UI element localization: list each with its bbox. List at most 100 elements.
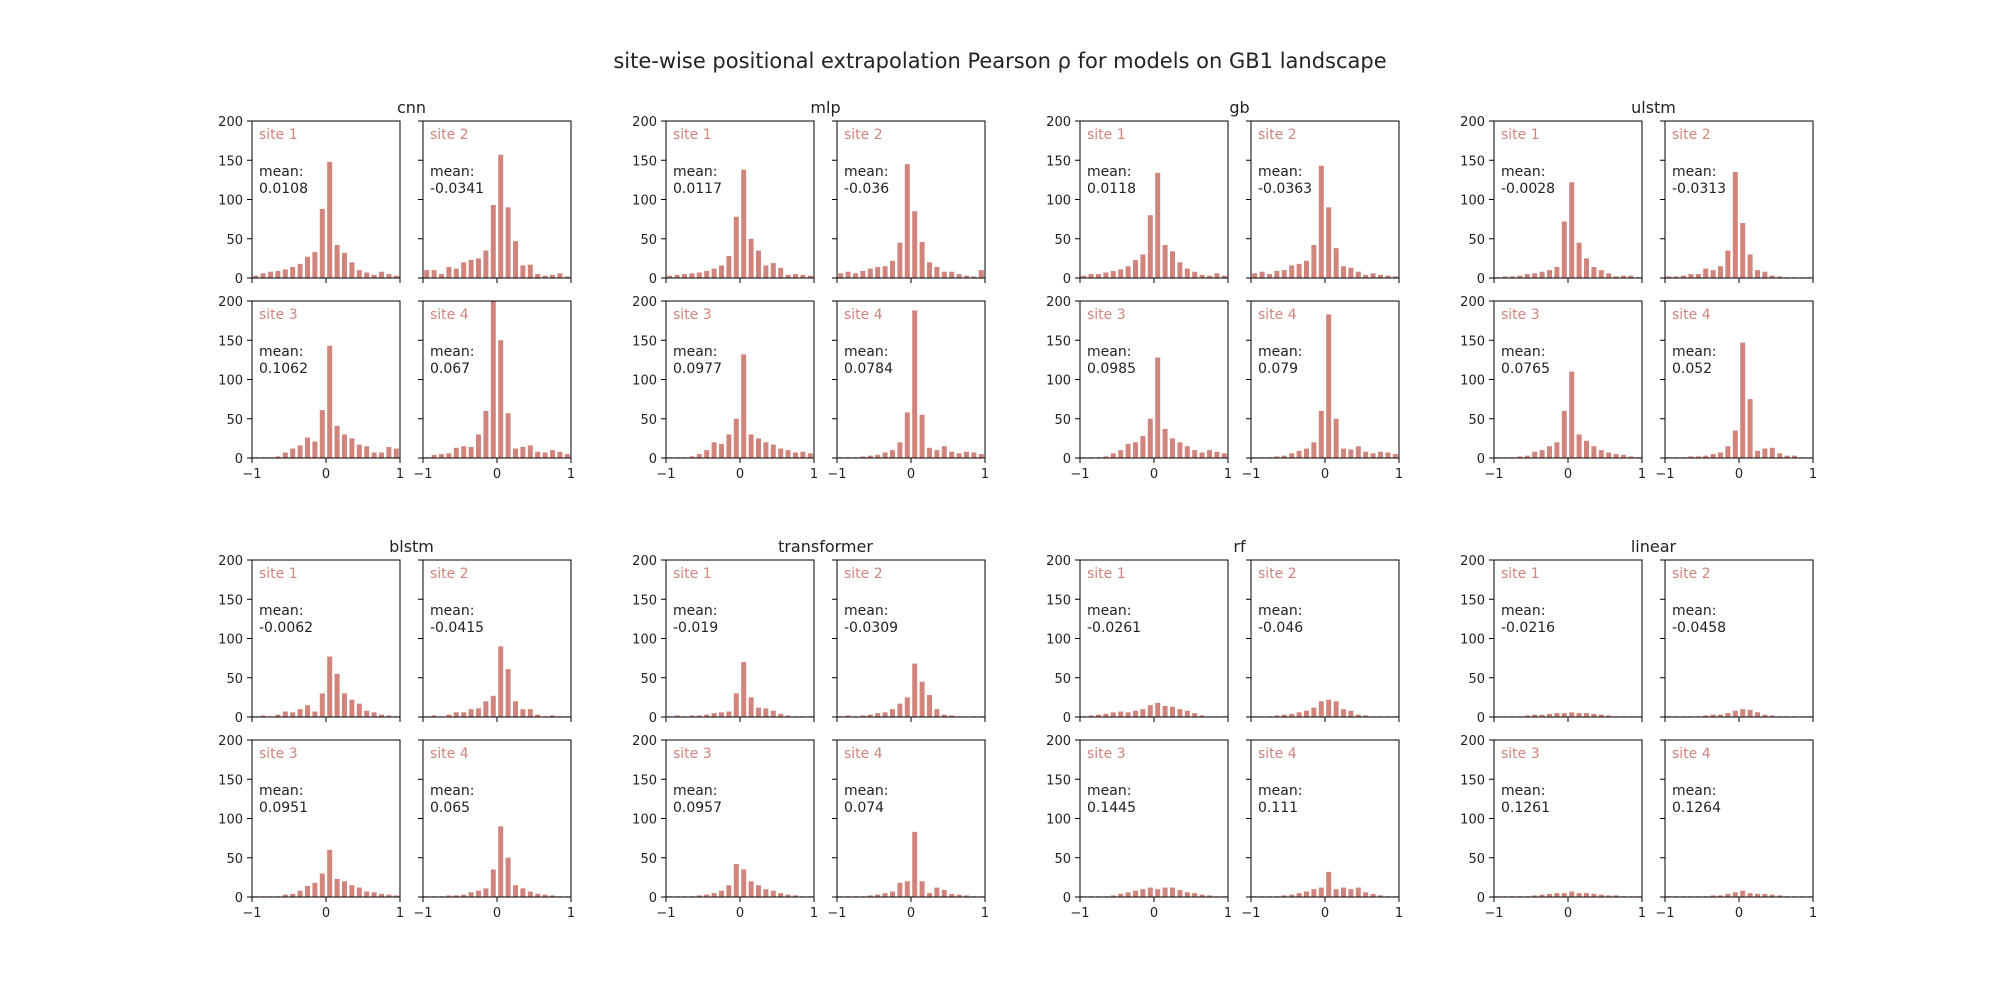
histogram-bar xyxy=(1147,887,1153,897)
histogram-bar xyxy=(1363,715,1369,717)
histogram-bar xyxy=(513,885,518,897)
histogram-bar xyxy=(468,892,474,897)
site-label: site 1 xyxy=(673,566,712,582)
histogram-bar xyxy=(1214,273,1220,278)
histogram-bar xyxy=(978,454,984,458)
model-title: mlp xyxy=(810,98,840,117)
histogram-bar xyxy=(1584,713,1589,717)
model-title: rf xyxy=(1233,537,1246,556)
histogram-bar xyxy=(1177,709,1183,717)
site-label: site 1 xyxy=(1501,127,1540,143)
histogram-bar xyxy=(867,268,873,278)
mean-value: -0.0062 xyxy=(259,620,313,636)
x-tick-label: −1 xyxy=(1484,906,1503,921)
axes-frame xyxy=(1079,300,1229,459)
panel-transformer-site-4: −1 0 1 site 4 mean:0.074 xyxy=(827,739,989,921)
histogram-bar xyxy=(1177,262,1183,278)
histogram-bar xyxy=(1695,456,1701,458)
histogram-bar xyxy=(1125,266,1131,278)
y-tick-label: 100 xyxy=(1460,633,1485,648)
histogram-bar xyxy=(778,713,784,717)
y-tick-label: 200 xyxy=(1046,295,1071,310)
histogram-bar xyxy=(319,410,325,458)
histogram-bar xyxy=(748,434,754,458)
histogram-bar xyxy=(490,301,496,458)
histogram-bar xyxy=(1769,715,1775,717)
y-tick-label: 0 xyxy=(649,272,657,287)
x-tick-label: 0 xyxy=(322,467,330,482)
histogram-bar xyxy=(875,713,881,717)
histogram-bar xyxy=(327,161,333,278)
histogram-bar xyxy=(1162,706,1168,717)
histogram-bar xyxy=(557,451,563,458)
figure-title: site-wise positional extrapolation Pears… xyxy=(613,49,1386,73)
histogram-bar xyxy=(875,267,881,278)
axes-frame xyxy=(422,559,572,718)
histogram-bar xyxy=(364,710,370,717)
histogram-bar xyxy=(1355,446,1361,458)
histogram-bar xyxy=(1155,889,1161,897)
histogram-bar xyxy=(1125,892,1131,897)
histogram-bar xyxy=(1170,251,1175,278)
histogram-bar xyxy=(1318,887,1324,897)
panel-gb-site-2: site 2 mean:-0.0363 xyxy=(1246,120,1400,283)
histogram-bar xyxy=(1184,710,1190,717)
histogram-bar xyxy=(1274,715,1280,717)
panel-mlp-site-2: site 2 mean:-0.036 xyxy=(832,120,986,283)
histogram-bar xyxy=(882,266,888,278)
histogram-bar xyxy=(1755,893,1760,897)
histogram-bar xyxy=(1591,267,1597,278)
x-tick-label: 0 xyxy=(736,467,744,482)
histogram-bar xyxy=(1118,269,1124,278)
histogram-bar xyxy=(275,714,281,717)
histogram-bar xyxy=(542,894,548,897)
histogram-bar xyxy=(1561,410,1567,458)
histogram-bar xyxy=(1192,271,1198,278)
histogram-bar xyxy=(364,446,370,458)
y-tick-label: 50 xyxy=(640,233,657,248)
panel-rf-site-4: −1 0 1 site 4 mean:0.111 xyxy=(1241,739,1403,921)
histogram-bar xyxy=(860,270,866,278)
y-tick-label: 100 xyxy=(632,374,657,389)
x-tick-label: 1 xyxy=(1224,906,1232,921)
histogram-bar xyxy=(431,270,437,278)
y-tick-label: 150 xyxy=(1460,773,1485,788)
mean-label: mean: xyxy=(430,603,474,619)
histogram-bar xyxy=(1762,448,1768,458)
y-tick-label: 50 xyxy=(226,233,243,248)
mean-label: mean: xyxy=(1258,344,1302,360)
model-title: linear xyxy=(1631,537,1677,556)
histogram-bar xyxy=(711,442,717,458)
histogram-bar xyxy=(1703,268,1709,278)
histogram-bar xyxy=(1304,710,1309,717)
y-tick-label: 50 xyxy=(226,413,243,428)
histogram-bar xyxy=(867,455,873,458)
histogram-bar xyxy=(897,703,903,717)
histogram-bar xyxy=(505,207,511,278)
histogram-bar xyxy=(1628,275,1634,278)
histogram-bar xyxy=(371,452,377,458)
histogram-bar xyxy=(927,695,932,717)
histogram-bar xyxy=(733,864,739,897)
panel-ulstm-site-1: 0 50 100 150 200 site 1 mean:-0.0028 xyxy=(1460,115,1643,287)
histogram-bar xyxy=(919,414,925,458)
histogram-bar xyxy=(1576,434,1582,458)
site-label: site 1 xyxy=(259,127,298,143)
bar-series xyxy=(1495,182,1641,279)
histogram-bar xyxy=(785,894,791,897)
histogram-bar xyxy=(800,451,806,458)
panel-blstm-site-1: 0 50 100 150 200 site 1 mean:-0.0062 xyxy=(218,554,401,726)
histogram-bar xyxy=(741,869,747,897)
histogram-bar xyxy=(1370,453,1376,458)
mean-label: mean: xyxy=(1087,344,1131,360)
histogram-bar xyxy=(1769,275,1775,278)
histogram-bar xyxy=(778,267,784,278)
histogram-bar xyxy=(711,268,717,278)
mean-value: -0.0458 xyxy=(1672,620,1726,636)
histogram-bar xyxy=(1576,893,1582,897)
histogram-bar xyxy=(1140,889,1146,897)
bar-series xyxy=(667,864,813,897)
mean-label: mean: xyxy=(844,164,888,180)
